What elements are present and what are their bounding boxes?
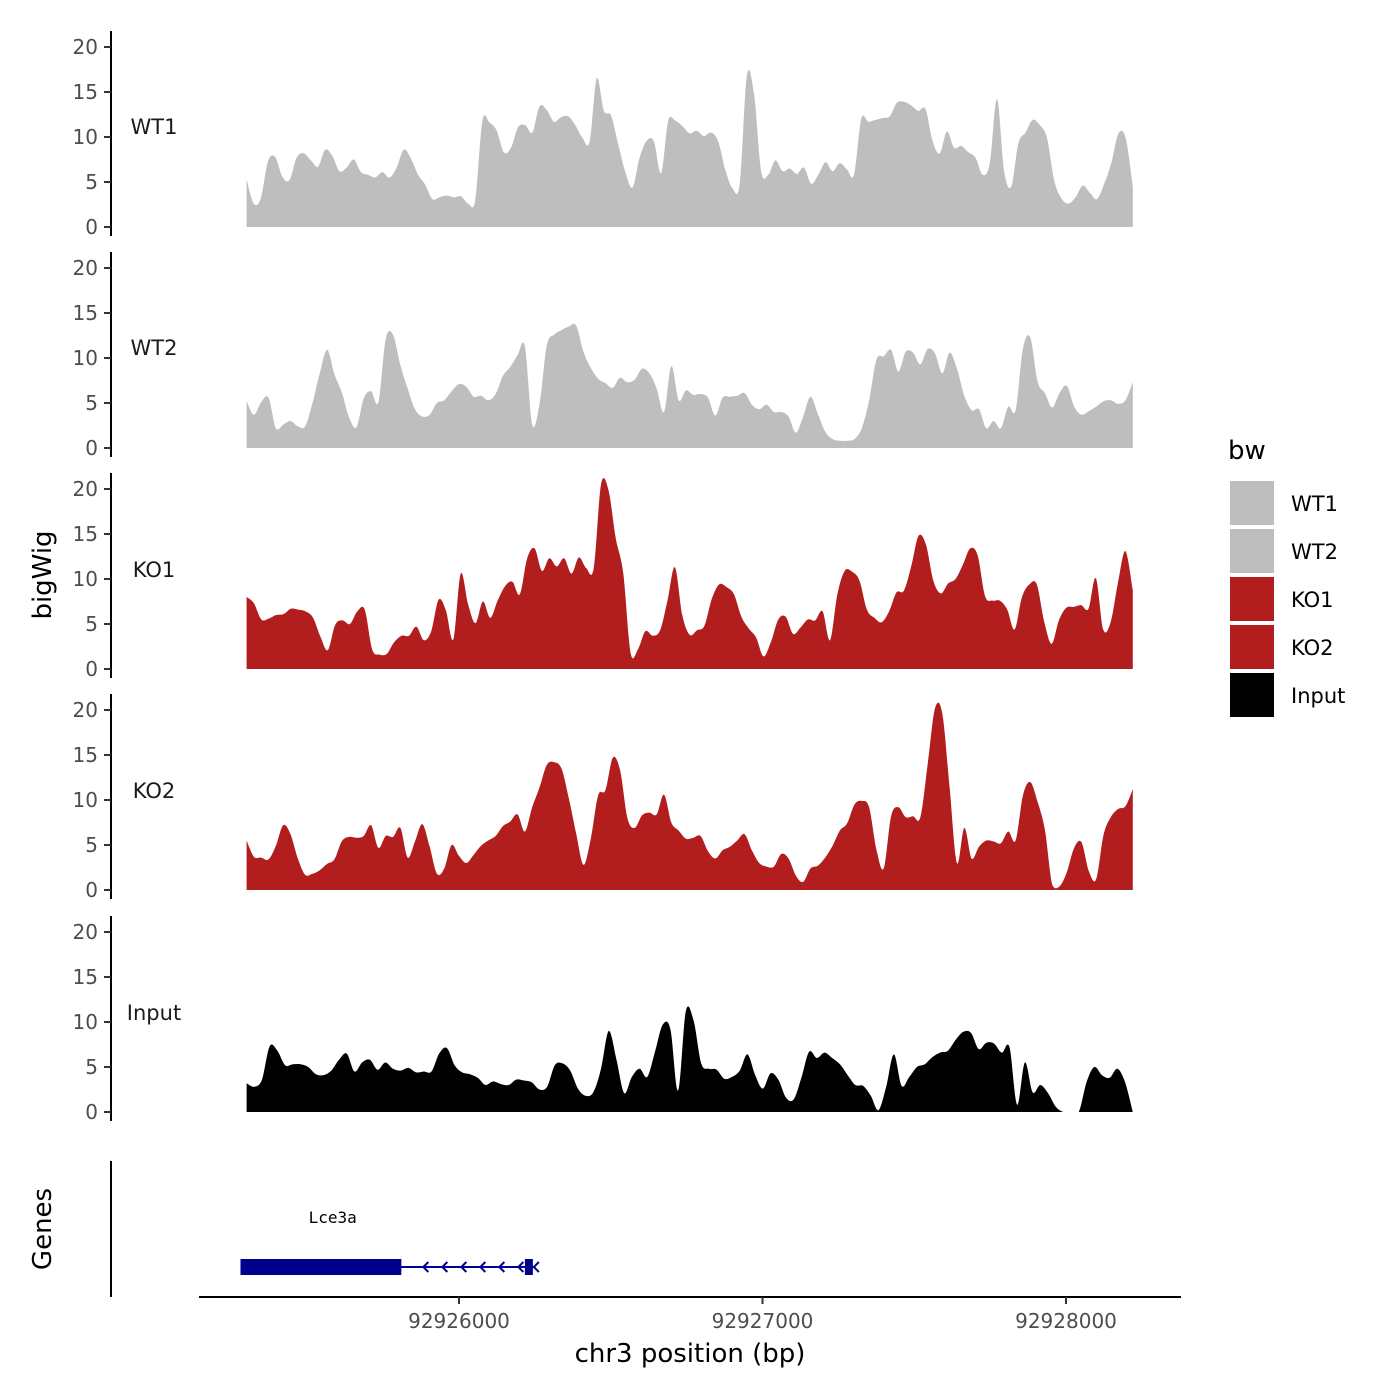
y-tick-label: 5	[85, 170, 98, 194]
signal-tracks: 0 5 10 15 20 WT1 0 5 10 15 20 WT2 0 5 10 15 20 KO1 0 5 10 15 2…	[73, 31, 1133, 1124]
gene-name-label: Lce3a	[309, 1208, 357, 1227]
legend-item-input: Input	[1230, 673, 1345, 717]
y-tick-label: 0	[85, 657, 98, 681]
legend-label: KO2	[1291, 636, 1334, 660]
track-wt2: 0 5 10 15 20 WT2	[73, 252, 1133, 460]
legend-item-ko2: KO2	[1230, 625, 1334, 669]
track-label: Input	[127, 1001, 181, 1025]
x-tick-label: 92926000	[408, 1309, 510, 1333]
y-tick-label: 15	[73, 743, 98, 767]
track-wt1: 0 5 10 15 20 WT1	[73, 31, 1133, 239]
strand-arrow	[532, 1261, 540, 1273]
y-tick-label: 20	[73, 477, 98, 501]
track-input: 0 5 10 15 20 Input	[73, 916, 1133, 1124]
legend-title: bw	[1228, 436, 1266, 466]
y-tick-label: 15	[73, 522, 98, 546]
legend-swatch	[1230, 529, 1274, 573]
strand-arrow	[497, 1261, 506, 1273]
signal-area-wt1	[246, 70, 1133, 227]
y-tick-label: 10	[73, 346, 98, 370]
y-tick-label: 10	[73, 125, 98, 149]
legend-item-wt2: WT2	[1230, 529, 1338, 573]
legend: bw WT1 WT2 KO1 KO2 Input	[1228, 436, 1345, 717]
y-tick-label: 10	[73, 788, 98, 812]
y-tick-label: 5	[85, 833, 98, 857]
x-axis: 92926000 92927000 92928000	[199, 1296, 1181, 1333]
legend-swatch	[1230, 577, 1274, 621]
strand-arrow	[421, 1261, 430, 1273]
legend-swatch	[1230, 673, 1274, 717]
track-label: WT1	[131, 115, 178, 139]
y-tick-label: 15	[73, 965, 98, 989]
y-tick-label: 15	[73, 80, 98, 104]
legend-swatch	[1230, 625, 1274, 669]
legend-label: Input	[1291, 684, 1345, 708]
legend-label: KO1	[1291, 588, 1334, 612]
legend-swatch	[1230, 481, 1274, 525]
y-axis-title: bigWig	[28, 530, 58, 619]
track-ko1: 0 5 10 15 20 KO1	[73, 473, 1133, 681]
track-label: WT2	[131, 336, 178, 360]
legend-label: WT2	[1291, 540, 1338, 564]
signal-area-ko2	[246, 702, 1133, 890]
legend-item-wt1: WT1	[1230, 481, 1338, 525]
gene-lce3a: Lce3a	[240, 1208, 540, 1275]
x-axis-title: chr3 position (bp)	[575, 1339, 806, 1369]
strand-arrow	[516, 1261, 525, 1273]
y-tick-label: 0	[85, 215, 98, 239]
y-tick-label: 20	[73, 920, 98, 944]
strand-arrow	[459, 1261, 468, 1273]
y-tick-label: 20	[73, 256, 98, 280]
y-tick-label: 10	[73, 1010, 98, 1034]
legend-label: WT1	[1291, 492, 1338, 516]
y-tick-label: 0	[85, 1100, 98, 1124]
y-tick-label: 15	[73, 301, 98, 325]
strand-arrow	[440, 1261, 449, 1273]
legend-item-ko1: KO1	[1230, 577, 1334, 621]
strand-arrow	[478, 1261, 487, 1273]
y-tick-label: 0	[85, 436, 98, 460]
track-label: KO1	[133, 558, 176, 582]
y-tick-label: 5	[85, 612, 98, 636]
y-tick-label: 20	[73, 35, 98, 59]
signal-area-wt2	[246, 323, 1133, 448]
gene-exon-block	[240, 1259, 402, 1275]
y-tick-label: 5	[85, 391, 98, 415]
genes-axis-title: Genes	[28, 1188, 58, 1270]
gene-track: Lce3a	[110, 1161, 540, 1297]
x-tick-label: 92928000	[1015, 1309, 1117, 1333]
y-tick-label: 5	[85, 1055, 98, 1079]
gene-exon-block	[524, 1259, 533, 1275]
x-tick-label: 92927000	[712, 1309, 814, 1333]
y-tick-label: 20	[73, 698, 98, 722]
track-ko2: 0 5 10 15 20 KO2	[73, 694, 1133, 902]
y-tick-label: 10	[73, 567, 98, 591]
y-tick-label: 0	[85, 878, 98, 902]
signal-area-input	[246, 1006, 1133, 1112]
signal-area-ko1	[246, 478, 1133, 669]
track-label: KO2	[133, 779, 176, 803]
